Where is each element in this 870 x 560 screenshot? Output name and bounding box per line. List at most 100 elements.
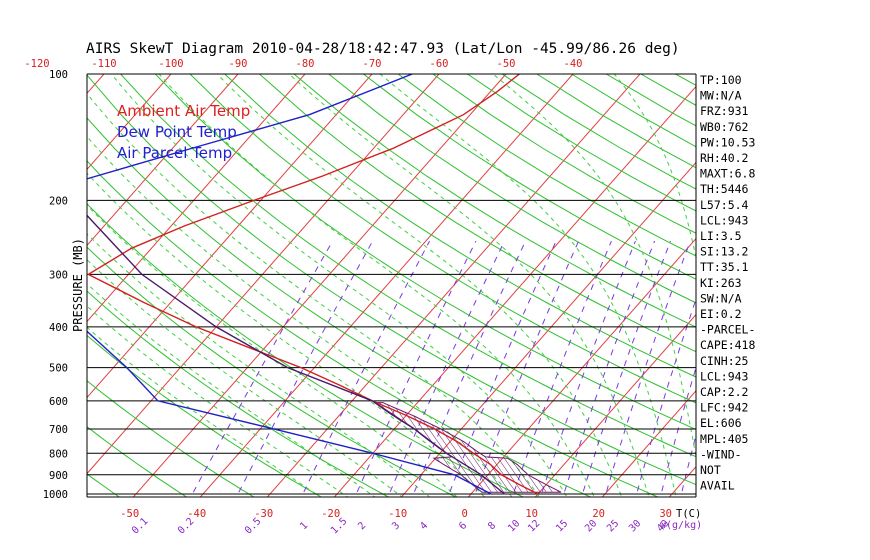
- mixing-ratio-tick-label: 25: [605, 518, 621, 534]
- mixing-ratio-tick-label: 4: [418, 520, 430, 532]
- y-axis-label: PRESSURE (MB): [71, 238, 85, 332]
- index-entry: TP:100: [700, 73, 742, 87]
- isotherm: [534, 313, 696, 497]
- dry-adiabat: [814, 74, 870, 503]
- index-entry: AVAIL: [700, 479, 735, 493]
- isotherm: [87, 74, 373, 399]
- legend-entry: Air Parcel Temp: [117, 144, 232, 162]
- index-entry: SW:N/A: [700, 291, 742, 305]
- top-temp-tick-label: -110: [91, 58, 116, 70]
- bottom-temp-tick-label: 10: [525, 508, 538, 520]
- dry-adiabat: [87, 290, 390, 497]
- index-entry: TH:5446: [700, 182, 749, 196]
- isotherm: [199, 74, 574, 497]
- top-temp-tick-label: -60: [430, 58, 449, 70]
- bottom-temp-tick-label: -30: [254, 508, 273, 520]
- dry-adiabat: [224, 74, 696, 378]
- moist-adiabat: [87, 259, 403, 497]
- mixing-ratio-line: [387, 240, 505, 497]
- isotherm: [400, 161, 696, 497]
- mixing-ratio-tick-label: 1: [298, 520, 310, 532]
- isotherm: [87, 74, 105, 95]
- index-entry: -WIND-: [700, 447, 742, 461]
- index-entry: KI:263: [700, 276, 742, 290]
- mixing-ratio-tick-label: 6: [457, 520, 469, 532]
- legend-entry: Dew Point Temp: [117, 123, 237, 141]
- top-temp-tick-label: -70: [363, 58, 382, 70]
- moist-adiabat: [87, 92, 541, 497]
- bottom-temp-tick-label: -10: [388, 508, 407, 520]
- pressure-tick-label: 600: [49, 396, 68, 408]
- dry-adiabat: [87, 380, 255, 497]
- dry-adiabat: [501, 74, 696, 190]
- index-entry: FRZ:931: [700, 104, 749, 118]
- moist-adiabat: [492, 74, 696, 459]
- mixing-ratio-line: [562, 240, 656, 497]
- mixing-ratio-line: [539, 240, 636, 497]
- isotherm: [798, 74, 870, 503]
- isotherm: [132, 74, 507, 497]
- index-entry: SI:13.2: [700, 245, 748, 259]
- index-entry: L57:5.4: [700, 198, 749, 212]
- index-entry: MAXT:6.8: [700, 167, 755, 181]
- pressure-tick-label: 300: [49, 269, 68, 281]
- dry-adiabat: [120, 74, 696, 458]
- index-entry: LFC:942: [700, 401, 748, 415]
- index-entry: CAPE:418: [700, 338, 755, 352]
- mixing-ratio-line: [235, 240, 374, 497]
- chart-title: AIRS SkewT Diagram 2010-04-28/18:42:47.9…: [86, 41, 680, 57]
- dry-adiabat: [328, 74, 696, 304]
- dry-adiabat: [745, 74, 870, 503]
- bottom-temp-tick-label: 30: [659, 508, 672, 520]
- mixing-ratio-line: [659, 365, 696, 497]
- mixing-ratio-line: [604, 240, 691, 497]
- dry-adiabat: [87, 117, 660, 497]
- pressure-tick-label: 1000: [43, 489, 68, 501]
- pressure-tick-label: 900: [49, 470, 68, 482]
- top-temp-tick-label: -120: [24, 58, 49, 70]
- bottom-temp-tick-label: 0: [462, 508, 468, 520]
- mixing-ratio-line: [635, 297, 696, 497]
- moist-adiabat: [613, 74, 696, 260]
- moist-adiabat: [216, 74, 623, 497]
- top-temp-tick-label: -80: [296, 58, 315, 70]
- index-entry: RH:40.2: [700, 151, 748, 165]
- bottom-temp-tick-label: -20: [321, 508, 340, 520]
- top-temp-tick-label: -100: [158, 58, 183, 70]
- pressure-tick-label: 700: [49, 424, 68, 436]
- isotherm: [467, 237, 696, 497]
- dry-adiabat: [397, 74, 696, 257]
- mixing-ratio-tick-label: 12: [526, 518, 542, 534]
- index-entry: WB0:762: [700, 120, 748, 134]
- mixing-ratio-tick-label: 15: [554, 518, 570, 534]
- index-entry: EL:606: [700, 416, 742, 430]
- isotherm: [0, 74, 37, 503]
- air-parcel-temp-line: [87, 214, 505, 495]
- moist-adiabat: [111, 74, 568, 497]
- dry-adiabat: [87, 246, 457, 497]
- moist-adiabat: [158, 74, 595, 497]
- dry-adiabat: [87, 74, 696, 486]
- dry-adiabat: [363, 74, 696, 280]
- moist-adiabat: [87, 283, 376, 497]
- mixing-ratio-tick-label: 10: [506, 518, 522, 534]
- moist-adiabat: [778, 74, 784, 503]
- index-entry: MW:N/A: [700, 89, 742, 103]
- isotherm: [87, 74, 239, 247]
- mixing-ratio-line: [411, 240, 526, 497]
- mixing-ratio-tick-label: 30: [627, 518, 643, 534]
- bottom-temp-unit-label: T(C): [676, 508, 701, 520]
- mixing-ratio-line: [354, 240, 477, 497]
- moist-adiabat: [87, 326, 322, 497]
- mixing-ratio-line: [581, 240, 671, 497]
- legend-entry: Ambient Air Temp: [117, 102, 250, 120]
- pressure-tick-label: 500: [49, 363, 68, 375]
- mixing-ratio-line: [680, 433, 696, 497]
- index-entry: PW:10.53: [700, 135, 755, 149]
- isotherm: [601, 389, 696, 497]
- index-entry: LCL:943: [700, 369, 749, 383]
- top-temp-tick-label: -90: [229, 58, 248, 70]
- dry-adiabat: [87, 426, 188, 497]
- moist-adiabat: [87, 135, 513, 497]
